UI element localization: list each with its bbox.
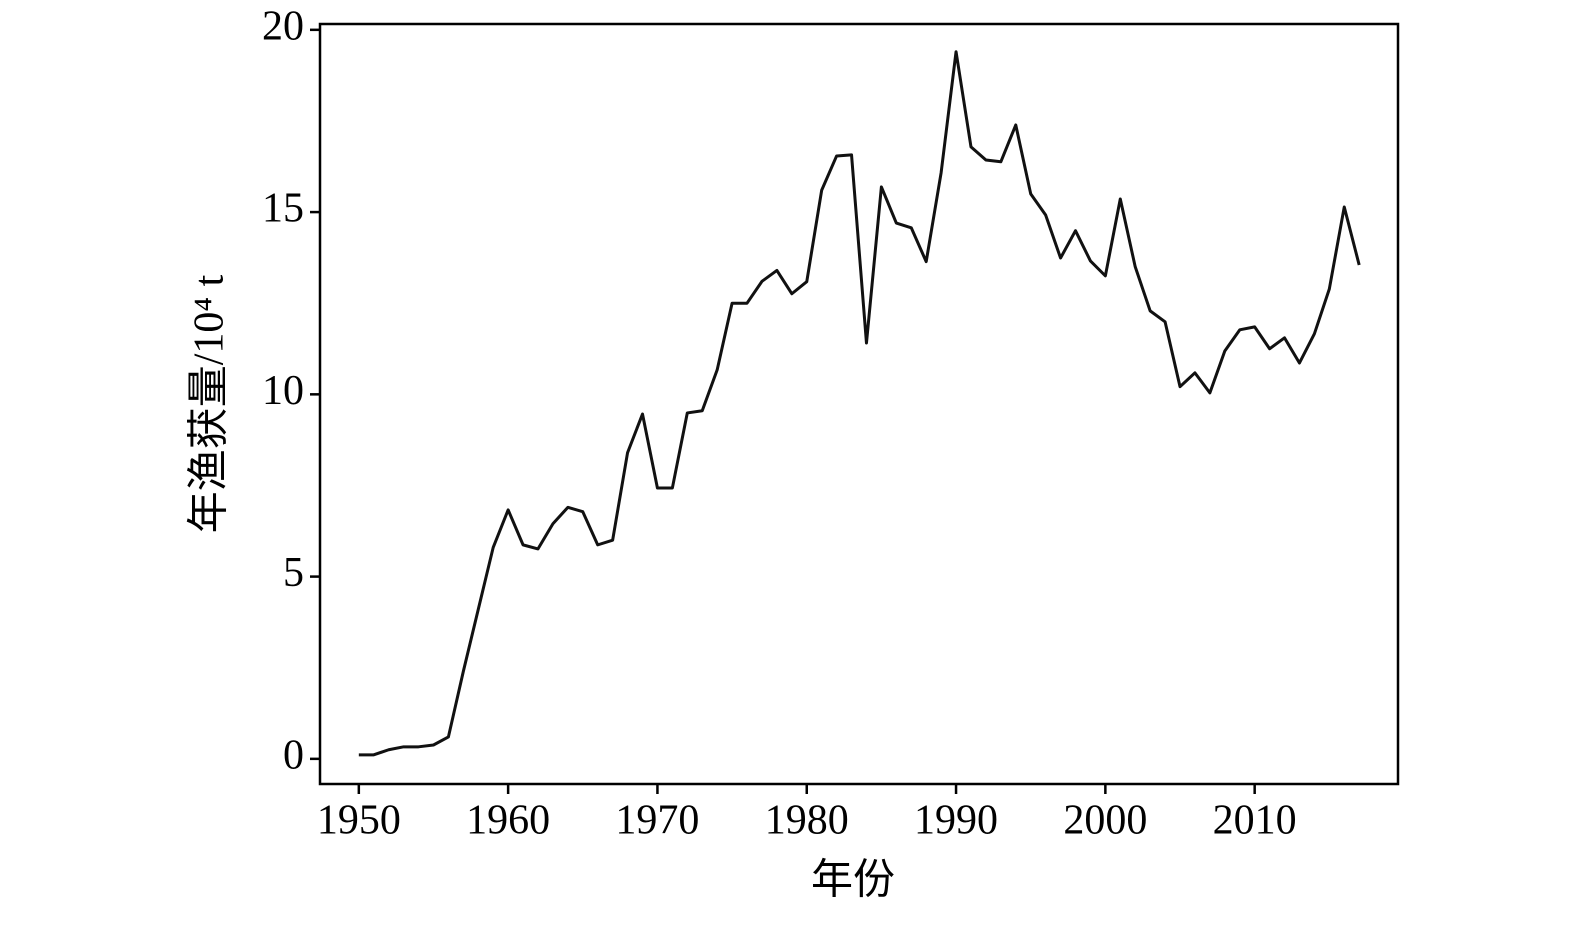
x-tick-label: 1970: [615, 798, 699, 844]
y-tick-label: 10: [262, 368, 304, 414]
x-tick-label: 1960: [466, 798, 550, 844]
plot-frame: [318, 22, 1400, 786]
x-tick-label: 1990: [914, 798, 998, 844]
data-line: [358, 50, 1361, 757]
y-tick-label: 15: [262, 186, 304, 232]
x-tick-label: 1980: [765, 798, 849, 844]
y-tick-label: 5: [283, 550, 304, 596]
y-tick-label: 20: [262, 3, 304, 49]
y-axis-label: 年渔获量/10⁴ t: [186, 274, 233, 533]
y-tick-label: 0: [283, 732, 304, 778]
x-tick-label: 1950: [317, 798, 401, 844]
x-tick-label: 2000: [1063, 798, 1147, 844]
x-tick-label: 2010: [1213, 798, 1297, 844]
x-axis-label: 年份: [811, 857, 895, 904]
